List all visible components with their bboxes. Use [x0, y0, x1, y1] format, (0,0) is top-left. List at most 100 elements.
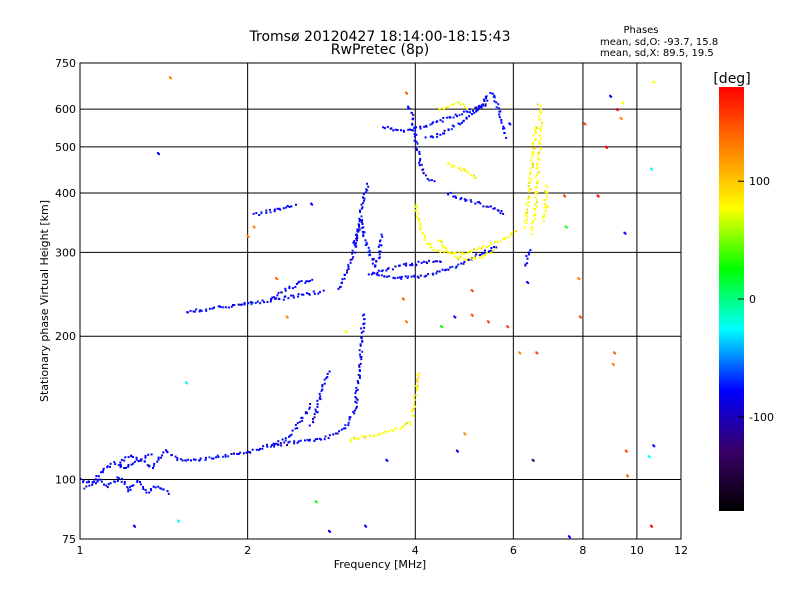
- plot-frame: [79, 62, 682, 540]
- data-point: [315, 501, 318, 504]
- data-point: [109, 465, 111, 468]
- data-point: [271, 444, 274, 446]
- data-point: [129, 488, 132, 491]
- data-point: [387, 267, 390, 270]
- data-point: [219, 306, 222, 308]
- data-point: [537, 166, 540, 169]
- data-point: [487, 205, 490, 208]
- data-point: [430, 246, 433, 249]
- data-point: [314, 408, 317, 411]
- data-point: [354, 396, 357, 398]
- data-point: [544, 206, 547, 209]
- data-point: [414, 405, 417, 408]
- data-point: [416, 387, 419, 390]
- data-point: [289, 434, 292, 437]
- data-point: [152, 485, 155, 488]
- data-point: [539, 129, 542, 132]
- data-point: [362, 323, 365, 326]
- data-point: [367, 185, 370, 188]
- data-point: [443, 250, 446, 253]
- data-point: [439, 261, 442, 263]
- data-point: [445, 249, 448, 252]
- data-point: [288, 435, 290, 438]
- data-point: [481, 245, 484, 248]
- data-point: [536, 162, 539, 165]
- data-point: [378, 253, 381, 256]
- data-point: [383, 127, 386, 130]
- data-point: [546, 186, 549, 189]
- data-point: [418, 220, 421, 223]
- data-point: [532, 147, 535, 150]
- data-point: [441, 326, 444, 329]
- data-point: [408, 421, 411, 424]
- data-point: [280, 444, 283, 447]
- data-point: [341, 278, 344, 281]
- data-point: [190, 459, 192, 462]
- data-point: [490, 242, 492, 245]
- data-point: [176, 457, 179, 460]
- data-point: [178, 520, 181, 523]
- data-point: [447, 252, 450, 254]
- data-point: [249, 301, 252, 304]
- y-axis-label: Stationary phase Virtual Height [km]: [38, 200, 51, 402]
- data-point: [291, 287, 294, 290]
- data-point: [259, 302, 262, 305]
- data-point: [542, 220, 545, 223]
- data-point: [316, 399, 319, 402]
- data-point: [437, 239, 439, 242]
- data-point: [254, 302, 257, 304]
- data-point: [360, 327, 363, 330]
- data-point: [451, 104, 454, 106]
- data-point: [528, 190, 531, 193]
- x-tick-label: 8: [579, 544, 586, 557]
- data-point: [423, 239, 426, 242]
- data-point: [481, 252, 484, 255]
- data-point: [536, 182, 539, 185]
- data-point: [296, 422, 299, 425]
- data-point: [339, 285, 342, 288]
- data-point: [426, 177, 429, 180]
- data-point: [265, 211, 268, 214]
- data-point: [368, 434, 371, 437]
- data-point: [362, 235, 365, 237]
- data-point: [312, 290, 315, 293]
- data-point: [392, 429, 395, 432]
- data-point: [383, 275, 386, 278]
- data-point: [301, 419, 304, 422]
- data-point: [326, 375, 329, 378]
- data-point: [534, 203, 537, 206]
- data-point: [546, 195, 549, 198]
- data-point: [467, 171, 470, 174]
- data-point: [406, 92, 408, 95]
- data-point: [415, 384, 418, 387]
- data-point: [377, 269, 380, 272]
- data-point: [269, 211, 272, 214]
- data-point: [451, 124, 454, 127]
- data-point: [421, 232, 424, 235]
- colorbar-tick-label: 0: [749, 293, 756, 306]
- data-point: [463, 252, 466, 255]
- data-point: [119, 461, 122, 464]
- colorbar-tick-label: -100: [749, 411, 774, 424]
- data-point: [363, 197, 366, 200]
- data-point: [145, 491, 148, 494]
- x-tick-label: 10: [630, 544, 644, 557]
- data-point: [419, 223, 422, 226]
- data-point: [463, 260, 466, 263]
- data-point: [316, 411, 319, 414]
- data-point: [266, 301, 269, 303]
- data-point: [279, 208, 282, 211]
- data-point: [271, 296, 274, 299]
- data-point: [442, 246, 445, 249]
- phase-stats-heading: Phases: [623, 25, 658, 36]
- data-point: [311, 203, 314, 206]
- data-point: [293, 442, 296, 445]
- data-point: [466, 111, 469, 113]
- data-point: [346, 269, 349, 272]
- data-point: [293, 440, 296, 443]
- data-point: [186, 382, 188, 385]
- data-point: [534, 128, 537, 131]
- data-point: [438, 270, 441, 273]
- data-point: [305, 411, 308, 414]
- data-point: [362, 193, 365, 196]
